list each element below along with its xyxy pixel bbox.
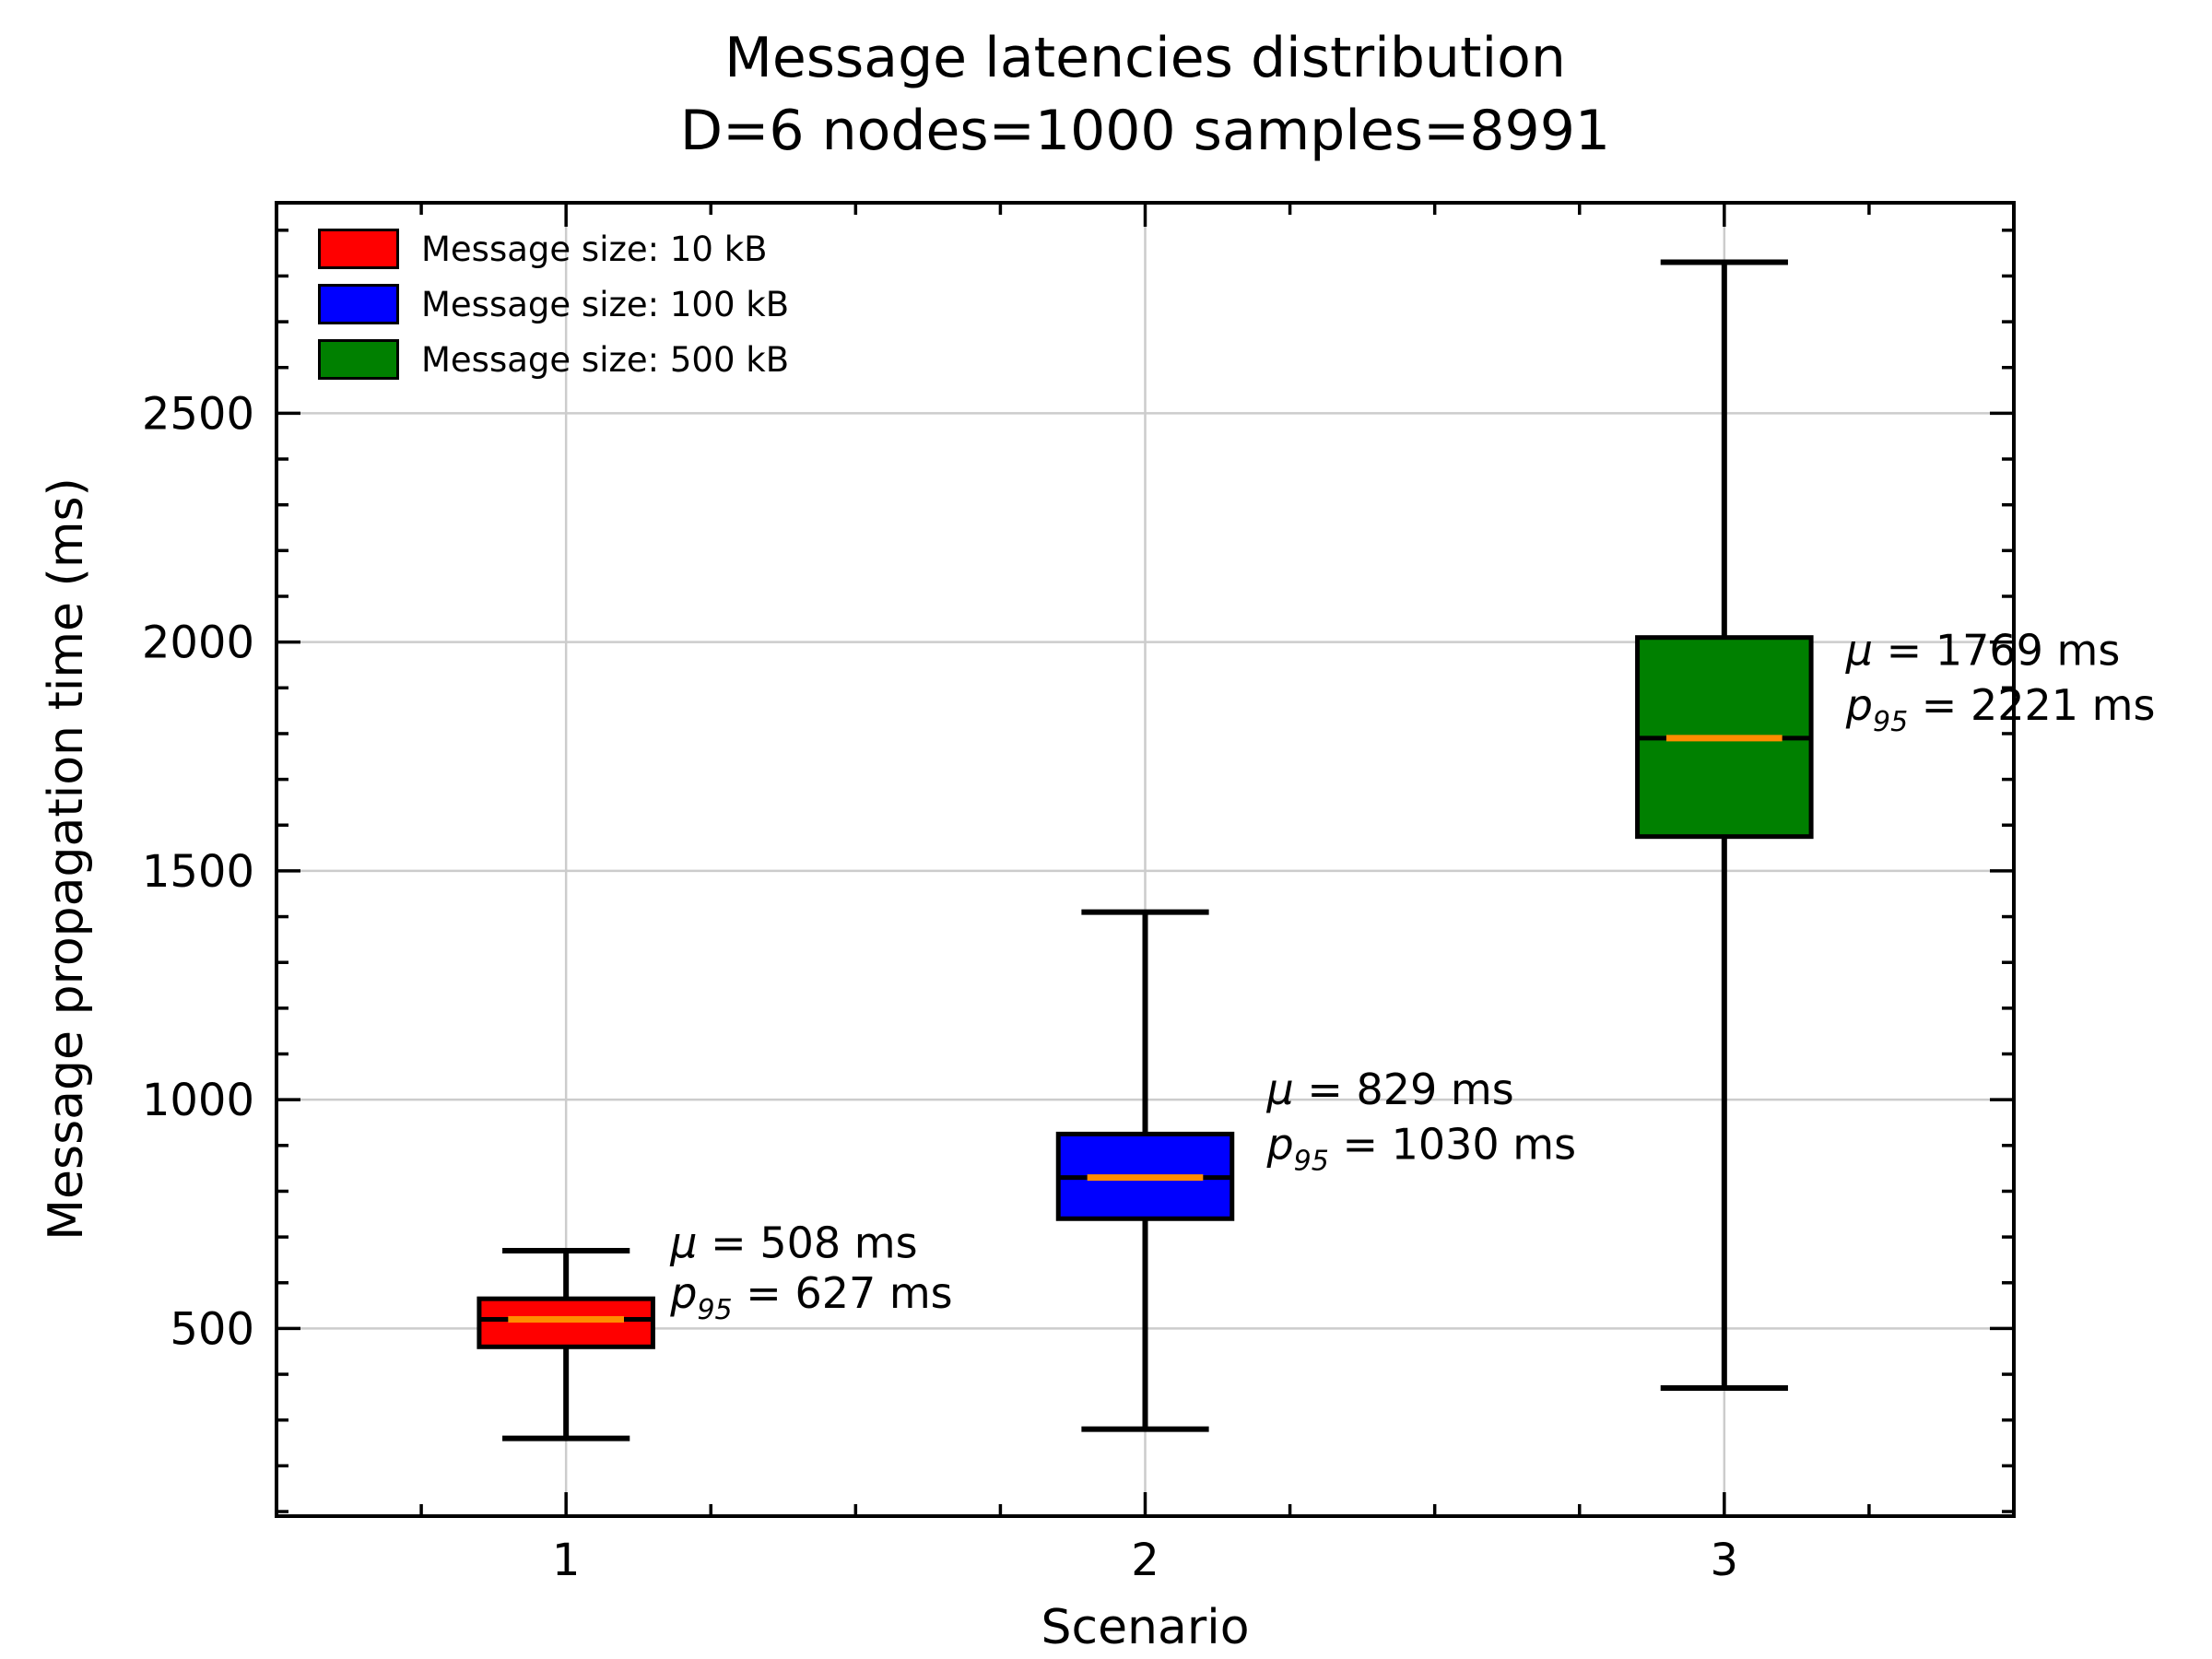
- x-tick-label: 3: [1711, 1535, 1739, 1586]
- legend-item-10kb: Message size: 10 kB: [318, 229, 789, 269]
- legend-item-500kb: Message size: 500 kB: [318, 339, 790, 380]
- svg-text:μ = 829 ms: μ = 829 ms: [1265, 1065, 1513, 1114]
- legend-swatch-500kb: [318, 339, 399, 380]
- chart-title-line2: D=6 nodes=1000 samples=8991: [679, 99, 1611, 164]
- legend-label: Message size: 100 kB: [421, 284, 790, 324]
- y-tick-label: 1000: [142, 1075, 254, 1126]
- legend-label: Message size: 10 kB: [421, 229, 768, 269]
- svg-text:p95 = 2221 ms: p95 = 2221 ms: [1845, 680, 2156, 738]
- svg-text:μ = 508 ms: μ = 508 ms: [669, 1218, 917, 1267]
- y-tick-label: 500: [170, 1303, 254, 1355]
- x-tick-label: 1: [552, 1535, 581, 1586]
- y-tick-label: 2000: [142, 618, 254, 669]
- box: [477, 1296, 655, 1349]
- svg-text:μ = 1769 ms: μ = 1769 ms: [1845, 625, 2121, 675]
- chart-title-line1: Message latencies distribution: [724, 26, 1566, 90]
- legend-item-100kb: Message size: 100 kB: [318, 284, 790, 324]
- boxplot-scenario-2: [1055, 909, 1235, 1432]
- svg-text:p95 = 1030 ms: p95 = 1030 ms: [1265, 1120, 1576, 1178]
- legend-label: Message size: 500 kB: [421, 339, 790, 380]
- tick-labels: 500 1000 1500 2000 2500 1 2 3: [142, 388, 1738, 1586]
- y-tick-label: 1500: [142, 846, 254, 898]
- boxplot-scenario-1: [477, 1248, 655, 1441]
- annotation-scenario-2: μ = 829 ms p95 = 1030 ms: [1265, 1065, 1576, 1178]
- legend: Message size: 10 kB Message size: 100 kB…: [318, 229, 790, 380]
- y-tick-label: 2500: [142, 388, 254, 440]
- x-axis-label: Scenario: [1041, 1600, 1250, 1655]
- axis-ticks: [276, 203, 2014, 1516]
- x-tick-label: 2: [1131, 1535, 1159, 1586]
- chart-title: Message latencies distribution D=6 nodes…: [276, 22, 2014, 168]
- boxplot-scenario-3: [1635, 259, 1814, 1391]
- legend-swatch-10kb: [318, 229, 399, 269]
- legend-swatch-100kb: [318, 284, 399, 324]
- svg-text:p95 = 627 ms: p95 = 627 ms: [669, 1268, 952, 1326]
